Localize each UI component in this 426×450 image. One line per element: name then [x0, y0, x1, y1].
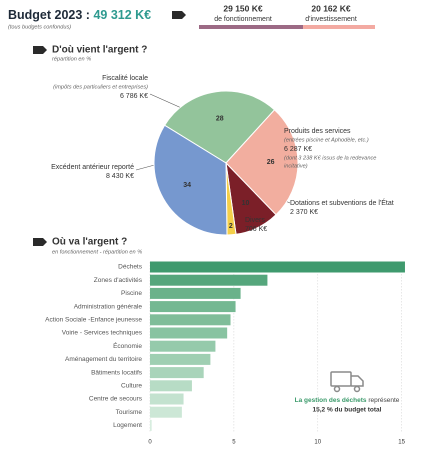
x-tick-label: 5: [232, 440, 236, 446]
category-label: Bâtiments locatifs: [91, 369, 143, 376]
category-label: Tourisme: [116, 409, 143, 416]
arrow-icon: [172, 11, 186, 19]
category-label: Voirie - Services techniques: [62, 330, 143, 337]
category-label: Économie: [113, 341, 142, 350]
value-label: 20 162 K€: [311, 3, 350, 13]
section-title: D'où vient l'argent ?: [52, 45, 147, 56]
bar: [150, 301, 236, 313]
truck-icon: [330, 371, 364, 393]
bar: [150, 367, 204, 379]
slice-name: Produits des services: [284, 128, 351, 135]
x-tick-label: 15: [398, 440, 405, 446]
slice-value: 26: [267, 159, 275, 166]
section-subtitle: en fonctionnement - répartition en %: [52, 249, 142, 255]
pie-slice: [225, 109, 299, 216]
section-title: Où va l'argent ?: [52, 237, 127, 248]
annotation: 15,2 % du budget total: [313, 407, 382, 414]
bar: [150, 380, 192, 392]
slice-note: (impôts des particuliers et entreprises): [53, 84, 148, 90]
slice-amount: 706 K€: [245, 226, 267, 233]
slice-footnote: incitative): [284, 163, 308, 169]
slice-value: 10: [242, 200, 250, 207]
bar: [150, 393, 184, 405]
category-label: Action Sociale -Enfance jeunesse: [45, 317, 142, 324]
slice-name: Fiscalité locale: [102, 75, 148, 82]
arrow-icon: [33, 46, 47, 54]
title: Budget 2023 :: [8, 8, 90, 22]
pie-slice: [163, 90, 276, 164]
bar: [150, 327, 228, 339]
total: 49 312 K€: [93, 8, 151, 22]
slice-note: (entrées piscine et Aphodèle, etc.): [284, 137, 369, 143]
annotation-text: La gestion des déchets: [295, 397, 367, 404]
annotation: La gestion des déchets représente: [295, 397, 400, 404]
category-label: Centre de secours: [89, 396, 143, 403]
slice-footnote: (dont 3 238 K€ issus de la redevance: [284, 155, 376, 161]
bar: [150, 419, 152, 431]
slice-name: Divers: [245, 217, 265, 224]
slice-amount: 8 430 K€: [106, 173, 134, 180]
slice-amount: 6 287 K€: [284, 146, 312, 153]
arrow-icon: [33, 238, 47, 246]
category-label: Zones d'activités: [94, 277, 143, 284]
x-tick-label: 10: [314, 440, 321, 446]
category-label: d'investissement: [305, 16, 357, 23]
pie-slice: [153, 124, 228, 236]
main-title: Budget 2023 : 49 312 K€: [8, 8, 151, 22]
proportion-bar: [199, 25, 304, 29]
slice-name: Dotations et subventions de l'État: [290, 198, 394, 207]
bar: [150, 340, 216, 352]
bar: [150, 314, 231, 326]
category-label: Piscine: [121, 290, 142, 297]
bar: [150, 353, 211, 365]
slice-amount: 2 370 K€: [290, 209, 318, 216]
x-tick-label: 0: [148, 440, 152, 446]
bar: [150, 274, 268, 286]
category-label: Culture: [121, 383, 142, 390]
bar: [150, 287, 241, 299]
subtitle: (tous budgets confondus): [8, 24, 71, 30]
section-subtitle: répartition en %: [52, 56, 91, 62]
category-label: de fonctionnement: [214, 16, 272, 23]
category-label: Logement: [113, 422, 142, 429]
slice-value: 28: [216, 116, 224, 123]
slice-value: 2: [229, 223, 233, 230]
bar: [150, 406, 182, 418]
category-label: Administration générale: [74, 303, 143, 310]
slice-value: 34: [183, 182, 191, 189]
category-label: Déchets: [118, 264, 143, 271]
category-label: Aménagement du territoire: [65, 356, 142, 363]
slice-amount: 6 786 K€: [120, 93, 148, 100]
proportion-bar: [303, 25, 375, 29]
slice-name: Excédent antérieur reporté: [51, 164, 134, 171]
value-label: 29 150 K€: [223, 3, 262, 13]
annotation-text: représente: [368, 397, 399, 404]
bar: [150, 261, 405, 273]
